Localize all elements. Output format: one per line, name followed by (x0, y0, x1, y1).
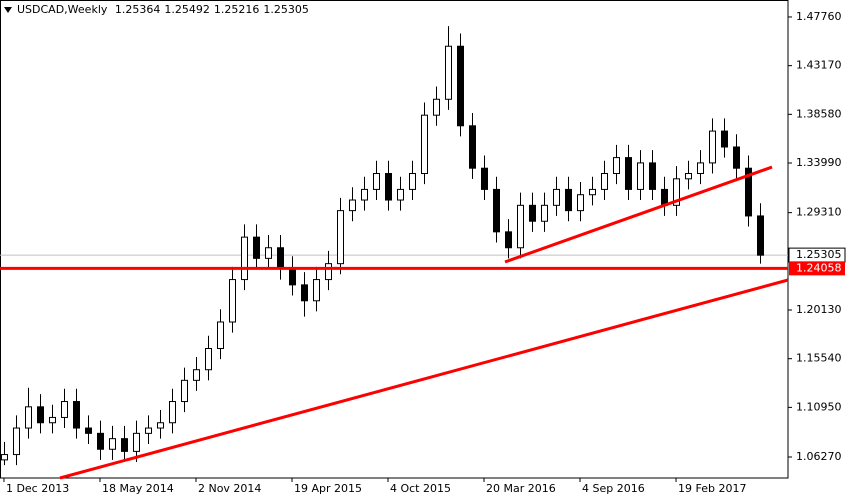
trendline (504, 165, 773, 264)
candle-body (192, 369, 201, 381)
candle-body (252, 236, 261, 259)
y-tick-label: 1.47760 (796, 10, 842, 23)
y-tick-label: 1.15540 (796, 352, 842, 365)
x-tick-label: 4 Sep 2016 (582, 482, 645, 495)
candle-body (48, 416, 57, 424)
x-tick-label: 4 Oct 2015 (390, 482, 451, 495)
candle-body (372, 173, 381, 190)
y-tick-label: 1.06270 (796, 450, 842, 463)
candle-body (528, 204, 537, 222)
candle-body (684, 173, 693, 180)
candle-body (420, 114, 429, 175)
candle-body (732, 146, 741, 169)
candle-body (84, 427, 93, 434)
candle-body (744, 167, 753, 217)
candle-body (708, 130, 717, 164)
candle-body (624, 157, 633, 190)
y-tick-label: 1.33990 (796, 156, 842, 169)
x-tick-label: 1 Dec 2013 (6, 482, 69, 495)
candle-body (156, 422, 165, 429)
x-tick-label: 20 Mar 2016 (486, 482, 556, 495)
candle-body (144, 427, 153, 434)
candle-body (576, 194, 585, 212)
menu-triangle[interactable] (4, 7, 12, 13)
candle-body (228, 279, 237, 323)
candle-body (408, 173, 417, 190)
candle-body (168, 401, 177, 424)
candle-body (36, 406, 45, 424)
y-tick-label: 1.29310 (796, 206, 842, 219)
candle-body (216, 321, 225, 350)
candle-body (756, 215, 765, 256)
x-tick-label: 18 May 2014 (102, 482, 174, 495)
candle-body (384, 173, 393, 201)
candle-body (264, 247, 273, 259)
candle-body (564, 188, 573, 212)
candle-body (456, 45, 465, 127)
candle-body (612, 157, 621, 175)
y-tick-label: 1.20130 (796, 303, 842, 316)
candle-body (72, 401, 81, 429)
candle-body (24, 406, 33, 429)
candle-body (12, 427, 21, 456)
x-tick-label: 2 Nov 2014 (198, 482, 261, 495)
level-tag (789, 261, 845, 276)
symbol: USDCAD,Weekly (17, 3, 108, 16)
candle-body (360, 188, 369, 201)
level-label: 1.24058 (796, 261, 842, 274)
quote-close: 1.25305 (263, 3, 309, 16)
candle-body (480, 167, 489, 190)
candle-body (720, 130, 729, 148)
trendline (59, 278, 789, 480)
y-tick-label: 1.38580 (796, 107, 842, 120)
candle-body (324, 263, 333, 281)
quote-open: 1.25364 (114, 3, 161, 16)
candle-body (504, 231, 513, 249)
candle-body (636, 162, 645, 190)
candle-body (120, 438, 129, 452)
candle-body (312, 279, 321, 302)
candle-body (540, 204, 549, 222)
candle-body (696, 162, 705, 175)
candle-body (336, 210, 345, 265)
candle-body (0, 454, 9, 461)
candle-body (516, 204, 525, 249)
current-price-label: 1.25305 (796, 248, 842, 261)
candle-body (288, 268, 297, 286)
candle-body (300, 284, 309, 302)
y-tick-label: 1.10950 (796, 400, 842, 413)
candle-body (204, 348, 213, 371)
candle-body (132, 432, 141, 452)
candle-body (444, 45, 453, 100)
candle-body (348, 199, 357, 212)
x-tick-label: 19 Feb 2017 (678, 482, 746, 495)
candle-body (588, 188, 597, 196)
y-tick-label: 1.43170 (796, 59, 842, 72)
candle-body (180, 379, 189, 403)
plot-frame (0, 0, 789, 479)
candle-body (108, 438, 117, 450)
candle-body (276, 247, 285, 270)
candle-body (96, 432, 105, 450)
candle-body (552, 188, 561, 206)
candle-body (672, 178, 681, 206)
candle-body (432, 98, 441, 116)
candle-body (492, 188, 501, 233)
candle-body (648, 162, 657, 190)
quote-low: 1.25216 (213, 3, 260, 16)
x-tick-label: 19 Apr 2015 (294, 482, 362, 495)
candle-body (468, 125, 477, 169)
candle-body (60, 401, 69, 418)
candle-body (600, 173, 609, 190)
candle-body (396, 188, 405, 201)
candle-body (240, 236, 249, 281)
quote-high: 1.25492 (164, 3, 210, 16)
header: USDCAD,Weekly 1.25364 1.25492 1.25216 1.253… (4, 3, 313, 16)
